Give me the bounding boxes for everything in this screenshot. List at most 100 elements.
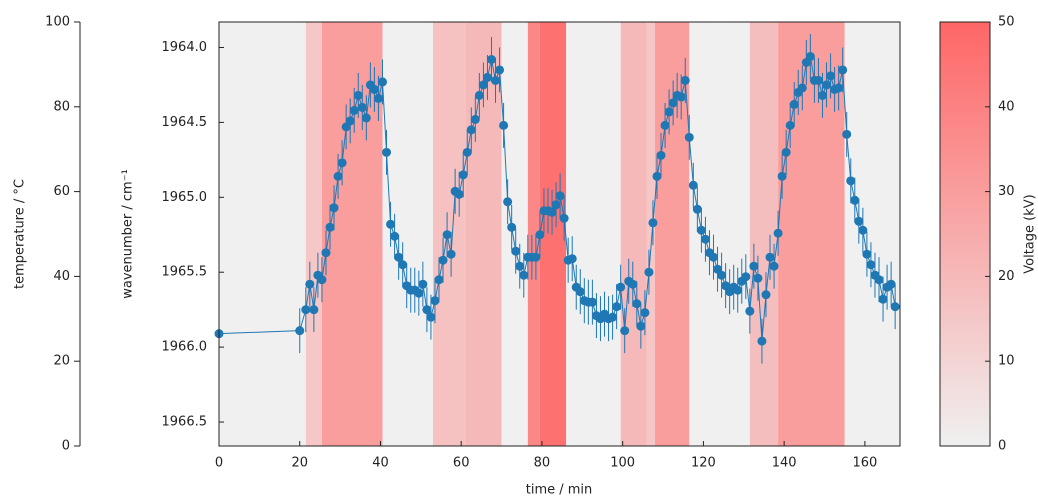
colorbar [939, 21, 991, 447]
data-point [482, 72, 492, 82]
colorbar-tick-label: 40 [998, 99, 1015, 114]
data-point [470, 114, 480, 124]
y-tick-label: 1964.0 [162, 40, 208, 55]
data-point [749, 261, 759, 271]
data-point [890, 302, 900, 312]
data-point [507, 222, 517, 232]
data-point [329, 203, 339, 213]
data-point [684, 132, 694, 142]
data-point [773, 228, 783, 238]
data-point [466, 125, 476, 135]
x-tick-label: 160 [852, 456, 877, 471]
voltage-band [654, 22, 690, 446]
data-point [535, 230, 545, 240]
data-point [333, 171, 343, 181]
data-point [551, 200, 561, 210]
temperature-tick-label: 80 [53, 99, 70, 114]
data-point [850, 195, 860, 205]
data-point [668, 98, 678, 108]
data-point [317, 275, 327, 285]
y-tick-label: 1966.5 [162, 415, 208, 430]
data-point [652, 171, 662, 181]
data-point [636, 321, 646, 331]
data-point [640, 308, 650, 318]
data-point [813, 75, 823, 85]
data-point [511, 246, 521, 256]
data-point [458, 170, 468, 180]
data-point [680, 75, 690, 85]
data-point [337, 158, 347, 168]
data-point [789, 99, 799, 109]
data-point [377, 77, 387, 87]
data-point [753, 273, 763, 283]
voltage-band [566, 22, 621, 446]
data-point [886, 279, 896, 289]
data-point [846, 176, 856, 186]
data-point [761, 290, 771, 300]
data-point [309, 305, 319, 315]
temperature-tick-label: 40 [53, 269, 70, 284]
voltage-band [382, 22, 433, 446]
data-point [301, 305, 311, 315]
data-point [656, 150, 666, 160]
data-point [434, 275, 444, 285]
data-point [382, 147, 392, 157]
data-point [628, 279, 638, 289]
data-point [325, 222, 335, 232]
data-point [842, 129, 852, 139]
data-point [305, 279, 315, 289]
data-point [874, 275, 884, 285]
data-point [862, 249, 872, 259]
data-point [491, 75, 501, 85]
data-point [462, 147, 472, 157]
data-point [547, 207, 557, 217]
data-point [414, 288, 424, 298]
y-tick-label: 1964.5 [162, 115, 208, 130]
x-tick-label: 80 [534, 456, 551, 471]
data-point [503, 197, 513, 207]
voltage-band [620, 22, 647, 446]
data-point [515, 261, 525, 271]
data-point [567, 254, 577, 264]
data-point [446, 249, 456, 259]
data-point [688, 180, 698, 190]
data-point [664, 107, 674, 117]
data-point [757, 336, 767, 346]
x-tick-label: 140 [772, 456, 797, 471]
data-point [321, 248, 331, 258]
colorbar-tick-label: 30 [998, 184, 1015, 199]
data-point [430, 296, 440, 306]
temperature-tick-label: 0 [62, 439, 70, 454]
y-tick-label: 1966.0 [162, 340, 208, 355]
data-point [442, 230, 452, 240]
data-point [745, 306, 755, 316]
data-point [700, 234, 710, 244]
data-point [608, 312, 618, 322]
data-point [878, 294, 888, 304]
voltage-band [501, 22, 528, 446]
colorbar-tick-label: 0 [998, 439, 1006, 454]
data-point [781, 147, 791, 157]
data-point [531, 252, 541, 262]
x-tick-label: 100 [610, 456, 635, 471]
data-point [616, 282, 626, 292]
x-tick-label: 40 [372, 456, 389, 471]
voltage-band [305, 22, 322, 446]
data-point [486, 54, 496, 64]
data-point [822, 80, 832, 90]
x-tick-label: 60 [453, 456, 470, 471]
y-tick-label: 1965.5 [162, 265, 208, 280]
data-point [575, 287, 585, 297]
y-axis-label: wavenumber / cm⁻¹ [121, 169, 136, 299]
y-tick-label: 1965.0 [162, 190, 208, 205]
data-point [345, 116, 355, 126]
colorbar-label: Voltage (kV) [1023, 194, 1038, 273]
data-point [295, 326, 305, 336]
data-point [474, 90, 484, 100]
data-point [398, 260, 408, 270]
data-point [797, 83, 807, 93]
colorbar-tick-label: 20 [998, 269, 1015, 284]
data-point [648, 218, 658, 228]
colorbar-tick-label: 50 [998, 15, 1015, 30]
